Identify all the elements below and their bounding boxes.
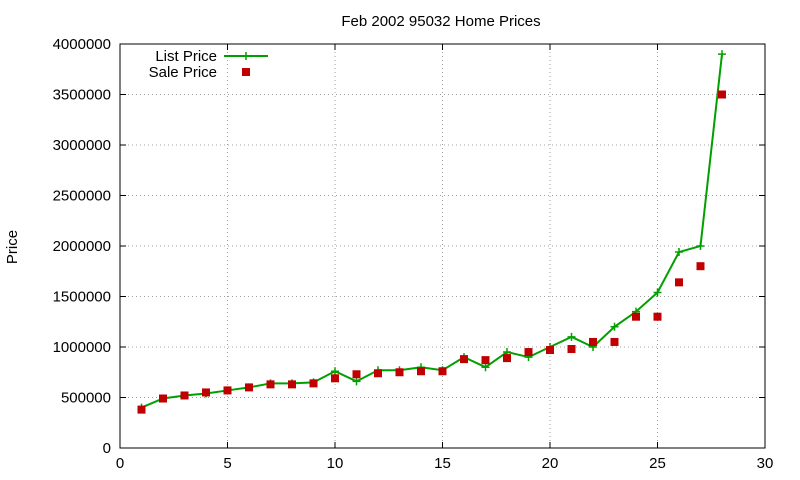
data-point	[481, 356, 490, 365]
data-point	[438, 367, 447, 376]
data-point	[610, 322, 619, 331]
series-list-price	[137, 50, 726, 412]
data-point	[374, 369, 382, 378]
data-point	[567, 345, 576, 354]
series-layer	[137, 50, 726, 414]
x-tick-label: 15	[434, 455, 451, 472]
data-point	[632, 312, 640, 321]
data-point	[288, 380, 296, 389]
y-tick-label: 2000000	[53, 238, 111, 255]
data-point	[180, 391, 189, 400]
data-point	[718, 90, 726, 99]
data-point	[245, 383, 253, 392]
data-point	[331, 374, 339, 383]
data-point	[223, 386, 232, 395]
legend-plus-swatch	[242, 52, 250, 60]
x-tick-label: 30	[757, 455, 774, 472]
x-tick-label: 25	[649, 455, 666, 472]
y-tick-label: 3500000	[53, 87, 111, 104]
chart-title: Feb 2002 95032 Home Prices	[341, 13, 540, 30]
y-tick-label: 3000000	[53, 137, 111, 154]
data-point	[718, 50, 726, 59]
data-point	[137, 405, 146, 414]
y-tick-label: 1000000	[53, 339, 111, 356]
data-point	[675, 278, 683, 287]
data-point	[610, 337, 619, 346]
series-line	[141, 53, 723, 409]
legend-label: Sale Price	[149, 64, 217, 81]
data-point	[503, 354, 511, 363]
y-tick-label: 2500000	[53, 188, 111, 205]
data-point	[696, 262, 705, 271]
data-point	[417, 367, 425, 376]
x-tick-label: 20	[542, 455, 559, 472]
y-tick-label: 4000000	[53, 36, 111, 53]
data-point	[331, 367, 339, 376]
data-point	[159, 394, 167, 403]
data-point	[567, 332, 576, 341]
data-point	[266, 380, 275, 389]
data-point	[309, 379, 318, 388]
x-tick-label: 10	[327, 455, 344, 472]
grid-lines	[120, 44, 765, 448]
data-point	[352, 377, 361, 386]
y-tick-label: 500000	[61, 390, 111, 407]
y-tick-label: 1500000	[53, 289, 111, 306]
data-point	[202, 388, 210, 397]
data-point	[696, 242, 705, 250]
data-point	[524, 348, 533, 357]
data-point	[460, 355, 468, 364]
y-tick-label: 0	[103, 440, 111, 457]
data-point	[653, 288, 662, 297]
data-point	[395, 368, 404, 377]
data-point	[481, 363, 490, 372]
legend-label: List Price	[155, 48, 217, 65]
axis-ticks: 0 5 10 15 20 25 30 0 500000 1000000 1500000 2000000…	[53, 36, 774, 472]
series-sale-price	[137, 90, 726, 414]
plot-frame	[119, 43, 766, 449]
data-point	[675, 248, 683, 257]
x-tick-label: 0	[116, 455, 124, 472]
data-point	[546, 346, 554, 355]
data-point	[589, 337, 597, 346]
data-point	[653, 312, 662, 321]
legend-square-swatch	[242, 68, 250, 76]
x-tick-label: 5	[223, 455, 231, 472]
data-point	[352, 370, 361, 379]
y-axis-label: Price	[4, 230, 21, 264]
